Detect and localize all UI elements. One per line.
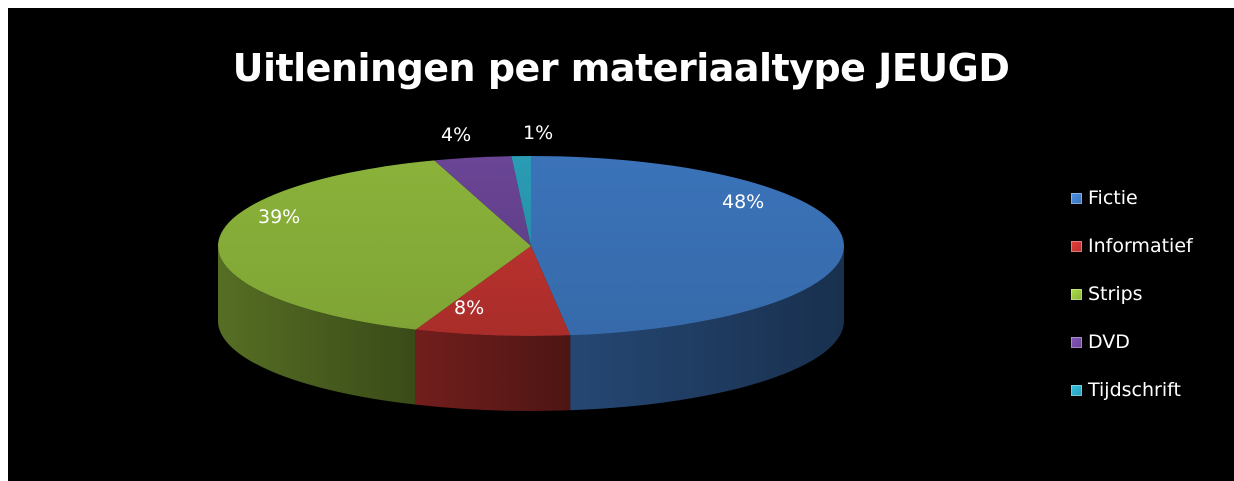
slice-informatief: [415, 246, 571, 336]
legend-swatch: [1071, 384, 1082, 396]
legend-item-informatief: Informatief: [1071, 234, 1231, 258]
data-label-informatief: 8%: [454, 297, 484, 319]
data-label-tijdschrift: 1%: [523, 122, 553, 144]
legend-item-dvd: DVD: [1071, 330, 1231, 354]
legend-label: DVD: [1088, 331, 1130, 353]
legend-swatch: [1071, 288, 1082, 300]
slice-fictie: [531, 156, 845, 336]
legend-swatch: [1071, 240, 1082, 252]
data-label-strips: 39%: [258, 206, 300, 228]
pie-chart: 48% 8% 39% 4% 1%: [217, 122, 845, 411]
legend-swatch: [1071, 336, 1082, 348]
pie-sides: [218, 246, 844, 411]
legend-label: Strips: [1088, 283, 1143, 305]
legend-item-tijdschrift: Tijdschrift: [1071, 378, 1231, 402]
slice-side-informatief: [415, 329, 571, 411]
legend-item-fictie: Fictie: [1071, 186, 1231, 210]
chart-area: Uitleningen per materiaaltype JEUGD 48% 8…: [8, 8, 1234, 481]
slice-side-fictie: [570, 246, 844, 411]
legend-label: Informatief: [1088, 235, 1193, 257]
slice-tijdschrift: [511, 156, 531, 246]
slice-strips: [217, 160, 532, 330]
legend-label: Fictie: [1088, 187, 1138, 209]
data-label-dvd: 4%: [441, 124, 471, 146]
pie-tops: [217, 156, 845, 336]
slice-dvd: [434, 156, 531, 246]
legend-swatch: [1071, 192, 1082, 204]
legend-item-strips: Strips: [1071, 282, 1231, 306]
data-label-fictie: 48%: [722, 191, 764, 213]
slice-side-strips: [218, 246, 416, 405]
legend-label: Tijdschrift: [1088, 379, 1181, 401]
chart-title: Uitleningen per materiaaltype JEUGD: [232, 46, 1010, 90]
chart-legend: Fictie Informatief Strips DVD Tijdschrift: [1071, 186, 1231, 426]
